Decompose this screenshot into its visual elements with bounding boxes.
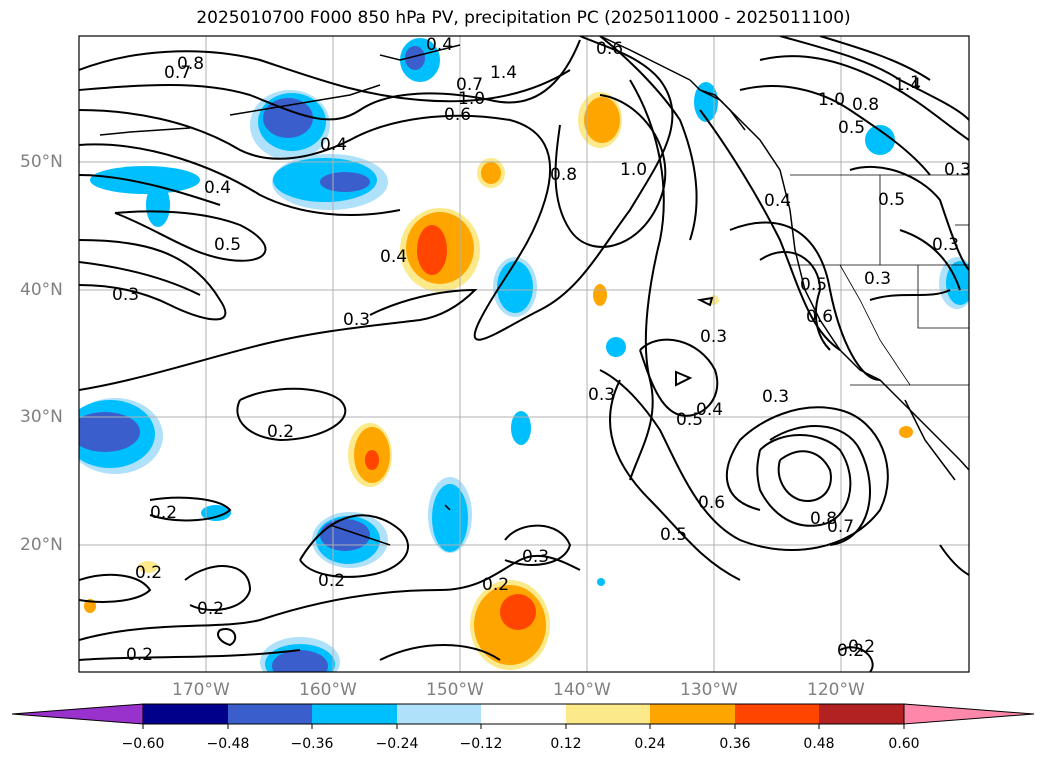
coastlines xyxy=(99,36,969,546)
contour-label: 0.3 xyxy=(343,310,370,330)
colorbar-segment xyxy=(228,704,312,724)
colorbar-tick-label: −0.24 xyxy=(375,736,419,752)
contour-label: 0.4 xyxy=(204,178,231,198)
lat-label: 50°N xyxy=(20,152,63,172)
map-frame xyxy=(78,35,970,673)
contour-label: 0.5 xyxy=(676,410,703,430)
contour-label: 0.2 xyxy=(848,637,875,657)
contour-labels: 0.8 0.7 0.4 0.4 0.5 0.3 0.3 0.4 0.2 0.2 … xyxy=(112,35,971,665)
contour-label: 0.3 xyxy=(112,285,139,305)
contour-label: 0.2 xyxy=(837,641,864,661)
contour-label: 1.4 xyxy=(894,75,921,95)
contour-label: 1.0 xyxy=(620,160,647,180)
contour-label: 0.3 xyxy=(522,547,549,567)
colorbar-segment xyxy=(397,704,481,724)
contour-label: 0.2 xyxy=(150,503,177,523)
contour-label: 0.7 xyxy=(827,517,854,537)
lat-label: 20°N xyxy=(20,535,63,555)
contour-label: 0.4 xyxy=(320,135,347,155)
contour-label: 1.4 xyxy=(490,63,517,83)
contour-label: 0.4 xyxy=(696,400,723,420)
contour-label: 0.2 xyxy=(197,599,224,619)
boundaries xyxy=(790,174,969,386)
contour-label: 0.3 xyxy=(864,269,891,289)
colorbar-segment xyxy=(143,704,228,724)
contour-label: 0.2 xyxy=(126,645,153,665)
contour-label: 0.6 xyxy=(806,307,833,327)
contour-label: 0.5 xyxy=(838,118,865,138)
contour-label: 0.2 xyxy=(482,575,509,595)
lon-label: 160°W xyxy=(299,680,357,700)
colorbar-tick-label: −0.36 xyxy=(290,736,334,752)
lon-label: 120°W xyxy=(807,680,865,700)
colorbar-tick-label: 0.48 xyxy=(803,736,835,752)
graticule xyxy=(79,36,969,672)
contour-label: 0.5 xyxy=(878,190,905,210)
contour-label: 0.8 xyxy=(810,509,837,529)
colorbar-tick-label: −0.12 xyxy=(459,736,503,752)
colorbar-segment xyxy=(312,704,397,724)
map-title: 2025010700 F000 850 hPa PV, precipitatio… xyxy=(196,8,851,28)
contour-label: 1 xyxy=(910,73,921,93)
colorbar-tick-label: 0.12 xyxy=(550,736,582,752)
colorbar-segment xyxy=(566,704,650,724)
contour-label: 0.8 xyxy=(177,54,204,74)
colorbar xyxy=(11,703,1035,729)
lon-label: 140°W xyxy=(553,680,611,700)
contour-label: 0.8 xyxy=(852,95,879,115)
contour-label: 0.5 xyxy=(800,275,827,295)
contour-label: 0.3 xyxy=(762,387,789,407)
contour-label: 0.8 xyxy=(550,165,577,185)
contour-label: 0.5 xyxy=(660,525,687,545)
contour-label: 0.3 xyxy=(700,327,727,347)
contour-label: 0.2 xyxy=(135,563,162,583)
contour-label: 0.3 xyxy=(944,160,971,180)
contour-label: 0.2 xyxy=(267,422,294,442)
colorbar-tick-label: −0.48 xyxy=(206,736,250,752)
colorbar-tick-label: 0.24 xyxy=(634,736,666,752)
contour-label: 0.2 xyxy=(318,571,345,591)
colorbar-segment xyxy=(735,704,819,724)
colorbar-extend-high xyxy=(903,703,1035,725)
contour-label: 0.5 xyxy=(214,235,241,255)
positive-anomaly-shading xyxy=(84,92,913,670)
contour-label: 0.4 xyxy=(764,191,791,211)
lon-label: 150°W xyxy=(426,680,484,700)
lat-label: 40°N xyxy=(20,280,63,300)
contour-label: 0.6 xyxy=(596,39,623,59)
colorbar-tick-label: 0.36 xyxy=(719,736,751,752)
contour-label: 1.0 xyxy=(818,90,845,110)
contour-label: 0.3 xyxy=(932,235,959,255)
contour-label: 0.4 xyxy=(380,247,407,267)
lon-label: 130°W xyxy=(680,680,738,700)
contour-label: 0.7 xyxy=(164,63,191,83)
lon-label: 170°W xyxy=(172,680,230,700)
pv-contours xyxy=(79,36,969,672)
contour-label: 1.0 xyxy=(458,89,485,109)
colorbar-tick-label: −0.60 xyxy=(121,736,165,752)
contour-label: 0.6 xyxy=(698,493,725,513)
lat-label: 30°N xyxy=(20,407,63,427)
colorbar-segment xyxy=(481,704,566,724)
colorbar-tick-label: 0.60 xyxy=(888,736,920,752)
colorbar-segment xyxy=(650,704,735,724)
colorbar-segment xyxy=(819,704,904,724)
contour-label: 0.7 xyxy=(456,75,483,95)
colorbar-extend-low xyxy=(11,703,144,725)
contour-label: 0.4 xyxy=(426,35,453,55)
contour-label: 0.3 xyxy=(588,385,615,405)
contour-label: 0.6 xyxy=(444,105,471,125)
